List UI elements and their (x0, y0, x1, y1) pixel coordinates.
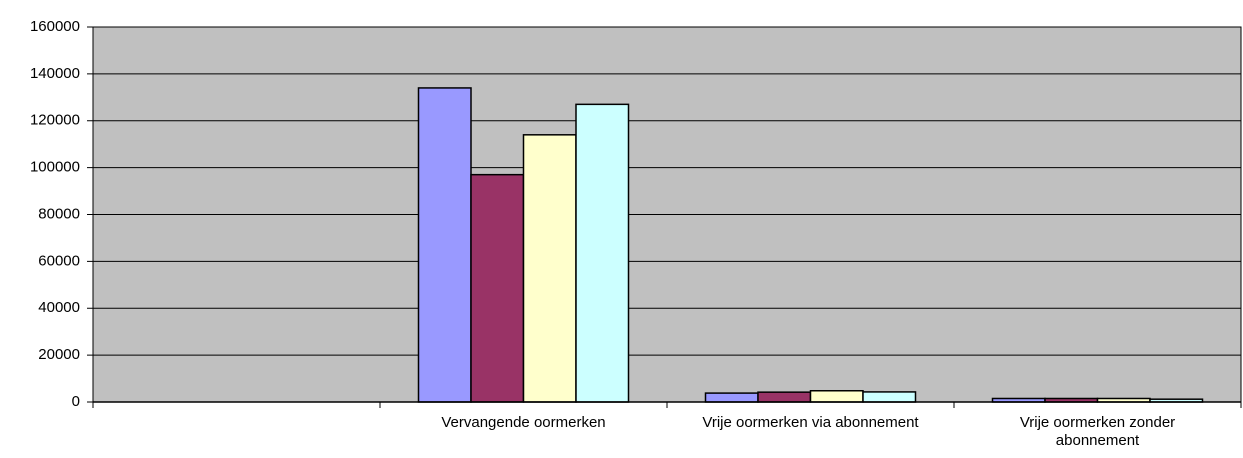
bar (417, 87, 472, 403)
y-tick-label: 80000 (38, 205, 80, 222)
bar (757, 391, 812, 403)
bar (470, 173, 525, 403)
x-tick-label: Vrije oormerken via abonnement (702, 414, 919, 431)
y-tick-label: 140000 (30, 65, 80, 82)
y-tick-label: 60000 (38, 252, 80, 269)
y-tick-label: 160000 (30, 18, 80, 35)
y-tick-label: 0 (72, 393, 80, 410)
y-tick-label: 100000 (30, 159, 80, 176)
x-tick-label: Vervangende oormerken (441, 414, 606, 431)
bar (862, 391, 917, 403)
x-tick-label: Vrije oormerken zonder abonnement (1019, 414, 1176, 449)
bar (809, 390, 864, 403)
bar (704, 392, 759, 403)
y-tick-label: 20000 (38, 346, 80, 363)
y-tick-label: 120000 (30, 112, 80, 129)
bar (522, 134, 577, 403)
bar (575, 103, 630, 403)
y-tick-label: 40000 (38, 299, 80, 316)
